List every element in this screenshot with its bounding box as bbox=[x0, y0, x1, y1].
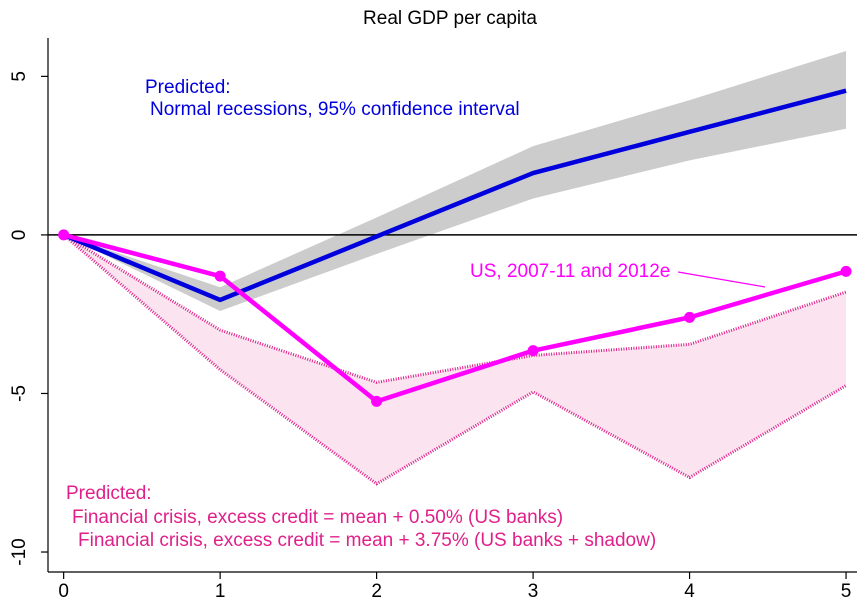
series-line bbox=[63, 232, 847, 404]
point bbox=[527, 345, 539, 357]
confidence-band bbox=[63, 51, 847, 312]
annotation: Normal recessions, 95% confidence interv… bbox=[150, 99, 520, 120]
annotation: US, 2007-11 and 2012e bbox=[470, 261, 670, 282]
annotation: Financial crisis, excess credit = mean +… bbox=[78, 530, 656, 551]
x-tick-label: 3 bbox=[528, 581, 539, 602]
point bbox=[58, 229, 70, 241]
annotation: Predicted: bbox=[145, 77, 231, 98]
annotation: Financial crisis, excess credit = mean +… bbox=[72, 507, 563, 528]
point bbox=[371, 395, 383, 407]
x-tick-label: 2 bbox=[371, 581, 382, 602]
x-tick-label: 0 bbox=[58, 581, 69, 602]
chart-title: Real GDP per capita bbox=[363, 8, 537, 29]
y-tick-label: 5 bbox=[9, 71, 30, 82]
y-tick-label: 0 bbox=[9, 230, 30, 241]
band-edge bbox=[62, 233, 847, 384]
point bbox=[684, 311, 696, 323]
point bbox=[840, 265, 852, 277]
x-tick-label: 5 bbox=[841, 581, 852, 602]
x-tick-label: 1 bbox=[215, 581, 226, 602]
confidence-band bbox=[63, 234, 847, 484]
band-edge bbox=[62, 233, 847, 486]
x-tick-label: 4 bbox=[684, 581, 695, 602]
series-line bbox=[62, 88, 847, 303]
y-tick-label: -10 bbox=[9, 538, 30, 565]
y-tick-label: -5 bbox=[9, 385, 30, 402]
point bbox=[214, 270, 226, 282]
annotation: Predicted: bbox=[66, 483, 152, 504]
annotation-pointer bbox=[677, 271, 766, 288]
